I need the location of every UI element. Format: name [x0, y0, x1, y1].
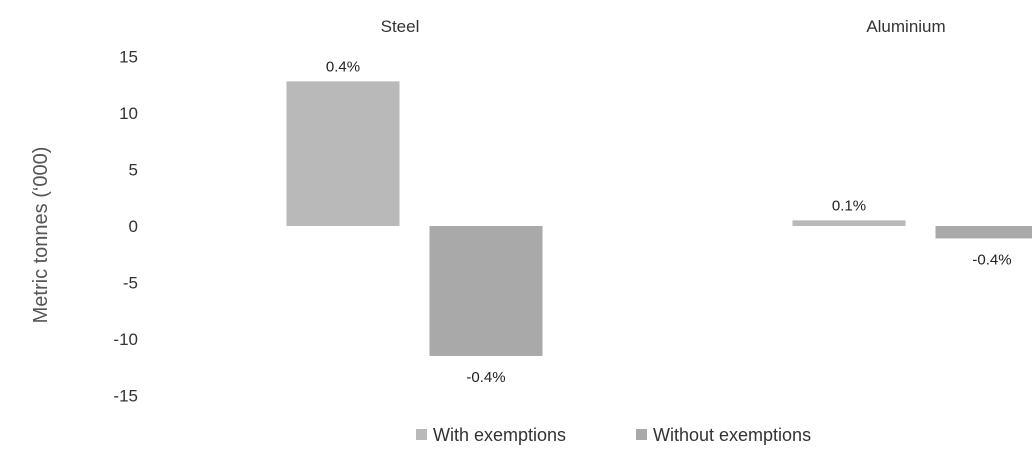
data-label: -0.4%	[466, 369, 505, 386]
data-label: 0.1%	[832, 197, 866, 214]
y-tick-label: 0	[129, 217, 138, 236]
y-tick-label: -5	[123, 274, 138, 293]
category-title: Steel	[381, 17, 420, 36]
category-titles: Steel Aluminium	[381, 17, 946, 36]
legend-label: With exemptions	[433, 425, 566, 445]
bar	[935, 226, 1032, 239]
bar	[429, 226, 543, 356]
y-tick-label: -15	[113, 387, 138, 406]
data-label: 0.4%	[326, 58, 360, 75]
data-labels: 0.4% 0.1% -0.4% -0.4%	[326, 58, 1012, 386]
bar	[286, 81, 400, 226]
legend: With exemptions Without exemptions	[416, 425, 811, 445]
y-tick-label: -10	[113, 330, 138, 349]
y-axis-title: Metric tonnes (‘000)	[30, 147, 52, 324]
y-tick-label: 10	[119, 104, 138, 123]
y-tick-label: 5	[129, 161, 138, 180]
legend-label: Without exemptions	[653, 425, 811, 445]
bar	[792, 220, 906, 226]
data-label: -0.4%	[972, 251, 1011, 268]
bars	[286, 81, 1032, 356]
legend-swatch	[636, 429, 647, 440]
y-axis-ticks: 15 10 5 0 -5 -10 -15	[113, 48, 138, 406]
y-axis-title-text: Metric tonnes (‘000)	[30, 147, 52, 324]
legend-swatch	[416, 429, 427, 440]
y-tick-label: 15	[119, 48, 138, 67]
category-title: Aluminium	[866, 17, 945, 36]
